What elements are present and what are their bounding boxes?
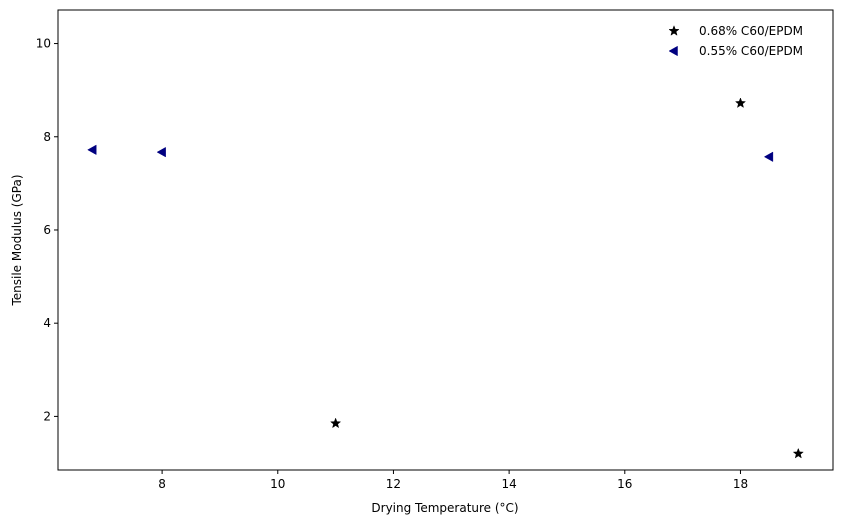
y-tick-label: 2 bbox=[43, 409, 51, 423]
data-point-series-1 bbox=[792, 447, 804, 459]
y-tick-label: 4 bbox=[43, 316, 51, 330]
x-tick-label: 12 bbox=[386, 477, 401, 491]
x-tick-label: 8 bbox=[158, 477, 166, 491]
x-axis-ticks: 8 10 12 14 16 18 bbox=[158, 470, 748, 491]
data-point-series-1 bbox=[329, 417, 342, 429]
data-point-series-2 bbox=[763, 151, 774, 162]
y-axis-title: Tensile Modulus (GPa) bbox=[10, 174, 24, 306]
legend-marker-series-1 bbox=[668, 25, 680, 36]
x-tick-label: 10 bbox=[270, 477, 285, 491]
legend-label-series-1: 0.68% C60/EPDM bbox=[699, 24, 803, 38]
data-point-series-2 bbox=[87, 144, 97, 155]
legend-label-series-2: 0.55% C60/EPDM bbox=[699, 44, 803, 58]
y-axis-ticks: 2 4 6 8 10 bbox=[36, 37, 58, 423]
y-tick-label: 8 bbox=[43, 130, 51, 144]
y-tick-label: 10 bbox=[36, 37, 51, 51]
x-tick-label: 16 bbox=[617, 477, 632, 491]
y-tick-label: 6 bbox=[43, 223, 51, 237]
x-axis-title: Drying Temperature (°C) bbox=[371, 501, 518, 515]
x-tick-label: 18 bbox=[733, 477, 748, 491]
plot-frame bbox=[57, 9, 834, 471]
x-tick-label: 14 bbox=[501, 477, 516, 491]
data-point-series-1 bbox=[734, 97, 747, 108]
legend-marker-series-2 bbox=[668, 45, 678, 57]
plot-marks bbox=[87, 97, 804, 459]
data-point-series-2 bbox=[156, 146, 166, 158]
legend: 0.68% C60/EPDM 0.55% C60/EPDM bbox=[668, 24, 803, 58]
